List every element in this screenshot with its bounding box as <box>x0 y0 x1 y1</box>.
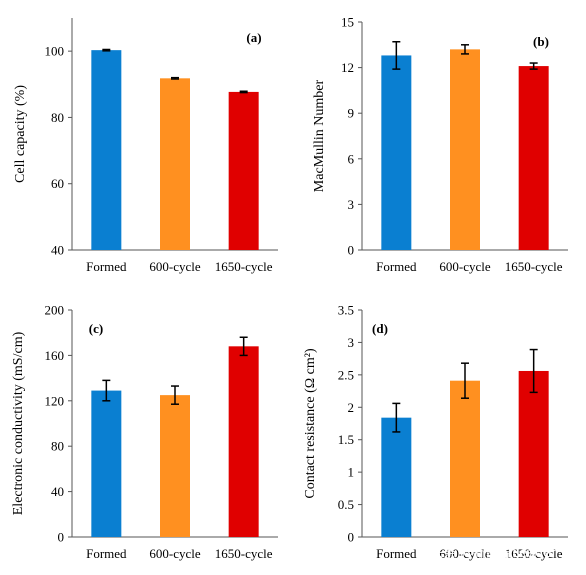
y-tick-label: 60 <box>51 176 64 191</box>
y-tick-label: 0 <box>348 243 355 258</box>
y-tick-label: 40 <box>51 484 64 499</box>
y-tick-label: 120 <box>45 393 65 408</box>
y-tick-label: 6 <box>348 151 355 166</box>
y-tick-label: 2.5 <box>338 367 354 382</box>
y-tick-label: 0 <box>58 530 65 545</box>
x-tick-label: 1650-cycle <box>505 546 563 561</box>
x-tick-label: 600-cycle <box>149 259 200 274</box>
panel-tag: (b) <box>533 34 549 49</box>
y-tick-label: 15 <box>341 15 354 30</box>
bar-formed <box>381 55 412 250</box>
panel-tag: (d) <box>372 321 388 336</box>
y-axis-title: Electronic conductivity (mS/cm) <box>11 331 26 515</box>
bar-600-cycle <box>160 78 190 250</box>
x-tick-label: 1650-cycle <box>215 259 273 274</box>
chart-panel-c: 0 40 80 120 160 200 Formed 600-cycle 1650-cycle E… <box>11 303 278 561</box>
chart-panel-d: 0 0.5 1 1.5 2 2.5 3 3.5 Formed 600-cycle 1650-cycl… <box>303 303 568 561</box>
watermark-text: 头条 @新能源Leader <box>430 545 557 561</box>
x-tick-label: Formed <box>376 546 417 561</box>
bar-1650-cycle <box>518 66 549 250</box>
y-tick-label: 0.5 <box>338 497 354 512</box>
x-tick-label: 600-cycle <box>439 259 490 274</box>
y-tick-label: 0 <box>348 530 355 545</box>
bar-600-cycle <box>160 395 190 537</box>
y-tick-label: 12 <box>341 60 354 75</box>
x-tick-label: 1650-cycle <box>215 546 273 561</box>
y-tick-label: 9 <box>348 106 355 121</box>
panel-tag: (c) <box>89 321 103 336</box>
x-tick-label: 1650-cycle <box>505 259 563 274</box>
bar-1650-cycle <box>228 346 259 537</box>
y-tick-label: 80 <box>51 110 64 125</box>
bar-formed <box>381 417 412 537</box>
bar-600-cycle <box>450 49 480 250</box>
x-tick-label: Formed <box>376 259 417 274</box>
x-tick-label: Formed <box>86 546 127 561</box>
chart-panel-a: 40 60 80 100 Formed 600-cycle 1650-cycle Cell c… <box>13 18 278 274</box>
y-axis-title: Cell capacity (%) <box>13 85 28 183</box>
y-tick-label: 3 <box>348 335 355 350</box>
y-tick-label: 1 <box>348 465 355 480</box>
y-tick-label: 160 <box>45 348 65 363</box>
y-axis-title: Contact resistance (Ω cm²) <box>303 348 318 499</box>
chart-panel-b: 0 3 6 9 12 15 Formed 600-cycle 1650-cycle MacMull… <box>312 15 568 274</box>
bar-600-cycle <box>450 380 480 537</box>
y-tick-label: 3 <box>348 197 355 212</box>
x-tick-label: 600-cycle <box>149 546 200 561</box>
y-tick-label: 40 <box>51 243 64 258</box>
bar-formed <box>91 50 122 250</box>
x-tick-label: 600-cycle <box>439 546 490 561</box>
y-tick-label: 2 <box>348 400 355 415</box>
bar-1650-cycle <box>518 370 549 537</box>
bar-1650-cycle <box>228 91 259 250</box>
panel-tag: (a) <box>246 30 261 45</box>
x-tick-label: Formed <box>86 259 127 274</box>
y-tick-label: 200 <box>45 303 65 318</box>
y-tick-label: 100 <box>45 44 65 59</box>
y-axis-title: MacMullin Number <box>312 79 327 192</box>
y-tick-label: 1.5 <box>338 432 354 447</box>
y-tick-label: 3.5 <box>338 303 354 318</box>
y-tick-label: 80 <box>51 439 64 454</box>
bar-formed <box>91 390 122 537</box>
